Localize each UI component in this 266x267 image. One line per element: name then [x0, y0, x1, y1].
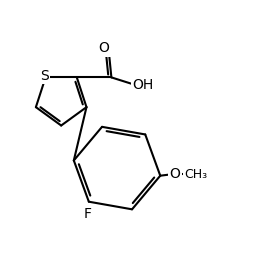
Text: F: F — [84, 207, 92, 221]
Text: O: O — [169, 167, 180, 181]
Text: OH: OH — [133, 78, 154, 92]
Text: S: S — [40, 69, 49, 83]
Text: O: O — [98, 41, 109, 55]
Text: CH₃: CH₃ — [185, 168, 208, 181]
